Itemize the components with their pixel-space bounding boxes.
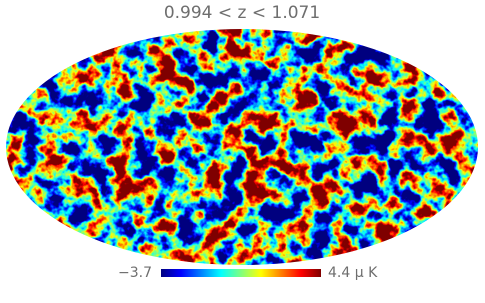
- mollweide-map: [6, 29, 478, 265]
- colorbar-max-label: 4.4 μ K: [328, 265, 378, 281]
- map-field: [6, 29, 478, 265]
- colorbar-min-label: −3.7: [118, 265, 152, 281]
- map-title: 0.994 < z < 1.071: [164, 3, 320, 23]
- colorbar: [161, 269, 321, 277]
